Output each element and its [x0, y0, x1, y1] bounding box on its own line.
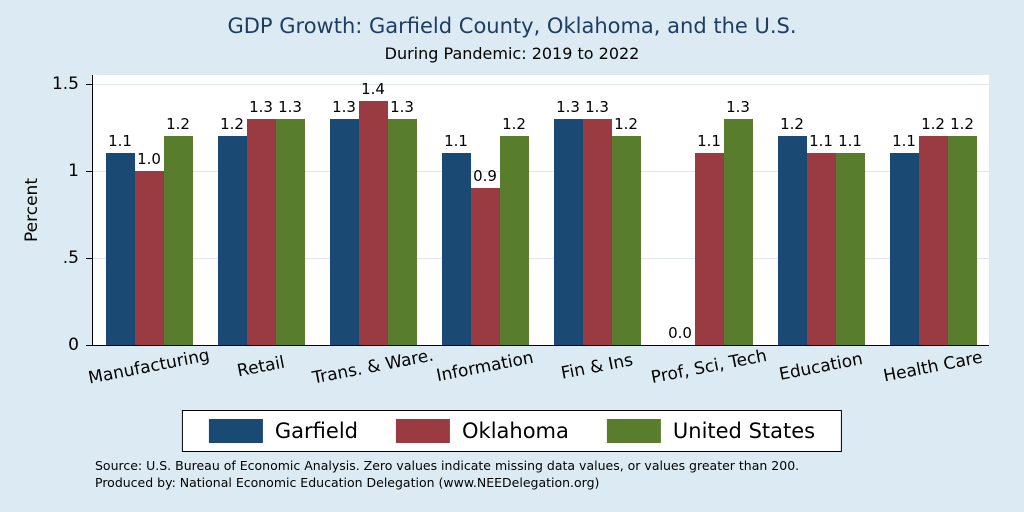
bar-garfield: [217, 135, 247, 345]
legend-swatch-united-states: [606, 419, 661, 443]
plot-area: 0.5 1 1.5 1.1 1.0 1.2 Manufacturing 1.2 1.3 1.3 Re…: [52, 74, 989, 389]
bar-value-label: 1.3: [249, 97, 273, 116]
bar-united-states: [275, 118, 305, 345]
bar-oklahoma: [358, 101, 388, 345]
y-axis-tick-label: .5: [62, 247, 79, 268]
bar-value-label: 1.3: [332, 97, 356, 116]
legend-item-garfield: Garfield: [208, 419, 358, 443]
y-axis-tick: [86, 83, 93, 85]
bar-oklahoma: [582, 118, 612, 345]
chart-title: GDP Growth: Garfield County, Oklahoma, a…: [227, 14, 797, 38]
source-note-line2: Produced by: National Economic Education…: [95, 474, 600, 490]
gridline: [93, 257, 989, 259]
bar-value-label: 1.2: [950, 114, 974, 133]
bar-garfield: [889, 153, 919, 345]
bar-garfield: [441, 153, 471, 345]
bar-united-states: [163, 135, 193, 345]
y-axis-tick-label: 0: [68, 335, 79, 355]
bar-value-label: 1.1: [809, 132, 833, 151]
bar-garfield: [777, 135, 807, 345]
bar-value-label: 1.0: [137, 149, 161, 168]
legend-label-united-states: United States: [672, 419, 816, 443]
y-axis-tick: [86, 257, 93, 259]
bar-oklahoma: [694, 153, 724, 345]
bar-united-states: [947, 135, 977, 345]
bar-oklahoma: [246, 118, 276, 345]
bar-value-label: 1.2: [780, 114, 804, 133]
legend-swatch-oklahoma: [396, 419, 450, 443]
bar-value-label: 0.0: [668, 324, 692, 342]
y-axis-tick: [86, 170, 93, 172]
bar-value-label: 1.3: [278, 97, 302, 116]
bar-united-states: [499, 135, 529, 345]
legend-item-oklahoma: Oklahoma: [396, 419, 569, 443]
bar-value-label: 1.4: [361, 80, 385, 99]
bar-value-label: 1.1: [108, 132, 132, 151]
bar-oklahoma: [918, 135, 948, 345]
bar-united-states: [611, 135, 641, 345]
legend-item-united-states: United States: [606, 419, 816, 443]
gridline: [93, 170, 989, 172]
bar-value-label: 1.1: [697, 132, 721, 151]
bar-value-label: 1.2: [502, 114, 526, 133]
legend-label-oklahoma: Oklahoma: [462, 419, 569, 443]
legend-swatch-garfield: [208, 419, 263, 443]
bar-united-states: [723, 118, 753, 345]
y-axis-tick-label: 1: [68, 160, 79, 181]
bar-value-label: 1.3: [726, 97, 750, 116]
gridline: [93, 83, 989, 85]
legend: Garfield Oklahoma United States: [181, 410, 843, 452]
bar-value-label: 0.9: [473, 167, 497, 186]
source-notes: Source: U.S. Bureau of Economic Analysis…: [95, 458, 799, 491]
source-note-line1: Source: U.S. Bureau of Economic Analysis…: [95, 458, 800, 473]
bar-value-label: 1.3: [585, 97, 609, 116]
bar-garfield: [105, 153, 135, 345]
bar-oklahoma: [806, 153, 836, 345]
bar-united-states: [835, 153, 865, 345]
bar-united-states: [387, 118, 417, 345]
bar-value-label: 1.3: [390, 97, 414, 116]
bar-value-label: 1.2: [614, 114, 638, 133]
bar-value-label: 1.3: [556, 97, 580, 116]
bar-value-label: 1.2: [220, 114, 244, 133]
bar-value-label: 1.2: [921, 114, 945, 133]
bar-value-label: 1.1: [838, 132, 862, 151]
bar-oklahoma: [134, 170, 164, 345]
chart-subtitle: During Pandemic: 2019 to 2022: [384, 44, 640, 63]
bar-value-label: 1.1: [444, 132, 468, 151]
bar-value-label: 1.1: [892, 132, 916, 151]
bar-value-label: 1.2: [166, 114, 190, 133]
y-axis-tick: [86, 345, 93, 346]
y-axis-tick-label: 1.5: [51, 73, 79, 94]
legend-label-garfield: Garfield: [274, 419, 358, 443]
bar-oklahoma: [470, 188, 500, 345]
bar-garfield: [329, 118, 359, 345]
bar-garfield: [553, 118, 583, 345]
